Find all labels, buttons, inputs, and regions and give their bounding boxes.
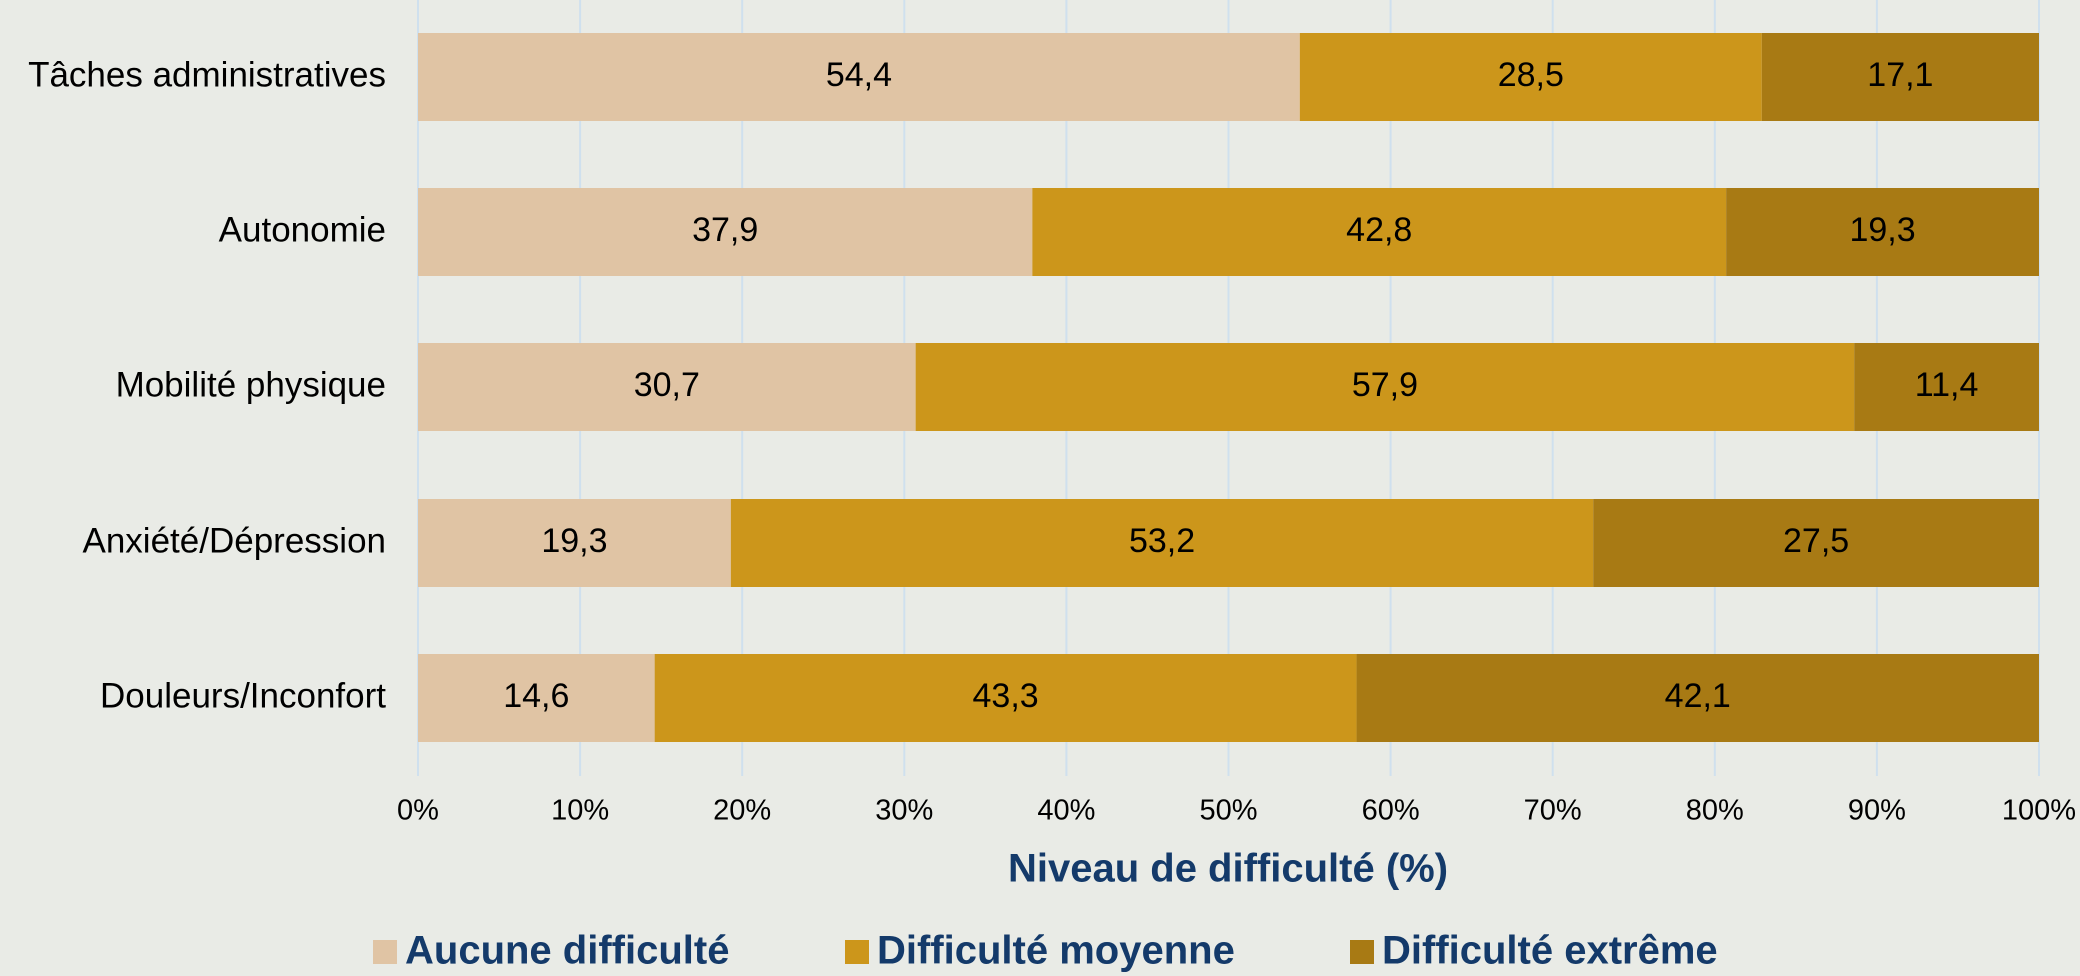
x-tick-label: 0%	[397, 795, 439, 827]
y-tick-label: Autonomie	[219, 210, 386, 249]
legend-swatch	[373, 940, 397, 964]
data-label: 11,4	[1915, 366, 1979, 404]
bar-segment	[1726, 188, 2039, 276]
data-label: 42,8	[1346, 211, 1412, 249]
data-label: 53,2	[1129, 522, 1195, 560]
x-axis-title: Niveau de difficulté (%)	[1008, 847, 1448, 891]
x-tick-label: 70%	[1524, 795, 1582, 827]
y-tick-label: Tâches administratives	[28, 55, 386, 94]
bar-segment	[418, 343, 916, 431]
data-label: 27,5	[1783, 522, 1849, 560]
legend-label: Aucune difficulté	[405, 929, 729, 973]
data-label: 30,7	[634, 366, 700, 404]
x-tick-label: 50%	[1199, 795, 1257, 827]
x-tick-label: 40%	[1037, 795, 1095, 827]
legend-label: Difficulté moyenne	[877, 929, 1235, 973]
bar-segment	[730, 499, 1594, 587]
data-label: 57,9	[1352, 366, 1418, 404]
data-label: 54,4	[826, 56, 892, 94]
x-tick-label: 90%	[1848, 795, 1906, 827]
y-tick-label: Mobilité physique	[116, 365, 386, 404]
bar-segment	[418, 188, 1033, 276]
bar-segment	[1854, 343, 2039, 431]
bar-segment	[418, 654, 655, 742]
x-tick-label: 60%	[1362, 795, 1420, 827]
data-label: 42,1	[1665, 677, 1731, 715]
x-tick-label: 10%	[551, 795, 609, 827]
data-label: 37,9	[692, 211, 758, 249]
data-label: 19,3	[541, 522, 607, 560]
bar-segment	[1356, 654, 2039, 742]
y-tick-label: Anxiété/Dépression	[83, 521, 387, 560]
x-tick-label: 20%	[713, 795, 771, 827]
legend-swatch	[1350, 940, 1374, 964]
bar-segment	[915, 343, 1855, 431]
y-tick-label: Douleurs/Inconfort	[100, 676, 386, 715]
bar-segment	[418, 33, 1300, 121]
bar-segment	[1593, 499, 2039, 587]
data-label: 19,3	[1849, 211, 1915, 249]
legend-swatch	[845, 940, 869, 964]
x-tick-label: 80%	[1686, 795, 1744, 827]
data-label: 28,5	[1498, 56, 1564, 94]
bar-segment	[1299, 33, 1762, 121]
x-tick-label: 100%	[2002, 795, 2076, 827]
legend-label: Difficulté extrême	[1382, 929, 1718, 973]
bar-segment	[1032, 188, 1727, 276]
data-label: 17,1	[1867, 56, 1933, 94]
bar-segment	[1761, 33, 2039, 121]
data-label: 43,3	[973, 677, 1039, 715]
data-label: 14,6	[503, 677, 569, 715]
x-tick-label: 30%	[875, 795, 933, 827]
bar-segment	[654, 654, 1357, 742]
bar-segment	[418, 499, 731, 587]
